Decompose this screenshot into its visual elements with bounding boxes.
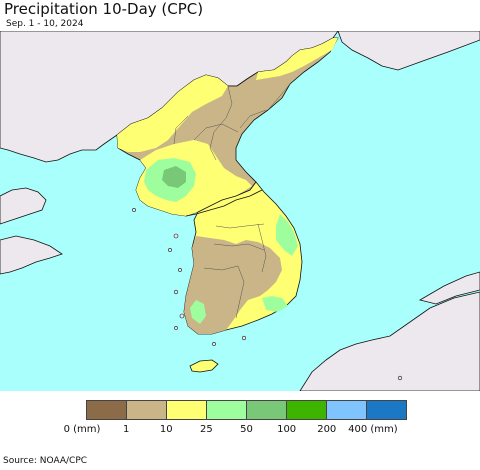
- legend-tick-7: 400 (mm): [348, 424, 398, 435]
- legend-tick-3: 25: [200, 424, 213, 435]
- legend-tick-labels: 0 (mm) 1 10 25 50 100 200 400 (mm): [0, 424, 480, 438]
- sk-green-south: [262, 296, 288, 312]
- dmz-border: [185, 189, 263, 217]
- legend-swatch-5: [287, 401, 327, 419]
- map-title: Precipitation 10-Day (CPC): [4, 0, 204, 18]
- legend-swatch-3: [207, 401, 247, 419]
- jeju-island: [189, 359, 219, 373]
- legend-tick-1: 1: [122, 424, 130, 435]
- legend-tick-6: 200: [317, 424, 337, 435]
- legend-swatch-4: [247, 401, 287, 419]
- nk-yellow-north: [256, 38, 338, 80]
- sk-tan-south: [184, 236, 282, 334]
- japan-kyushu: [299, 291, 480, 391]
- shandong-peninsula: [0, 235, 63, 275]
- nk-green-dark: [162, 166, 186, 188]
- province-borders: [173, 83, 291, 319]
- sk-green-southwest: [190, 300, 206, 324]
- legend-swatch-6: [327, 401, 367, 419]
- legend-tick-5: 100: [277, 424, 297, 435]
- legend-swatch-0: [87, 401, 127, 419]
- china-coast-west: [0, 187, 47, 225]
- islands: [132, 208, 403, 381]
- sk-green-east: [276, 214, 298, 256]
- japan-honshu-tip: [418, 271, 480, 305]
- legend-swatch-2: [167, 401, 207, 419]
- legend-tick-0: 0 (mm): [63, 424, 101, 435]
- legend-tick-2: 10: [159, 424, 173, 435]
- nk-yellow-west: [117, 75, 228, 152]
- legend-tick-4: 50: [240, 424, 253, 435]
- map-date-range: Sep. 1 - 10, 2024: [6, 19, 84, 29]
- russia-land: [337, 31, 480, 71]
- precipitation-map: [0, 31, 480, 391]
- precipitation-legend: [86, 400, 407, 420]
- legend-swatch-1: [127, 401, 167, 419]
- source-credit: Source: NOAA/CPC: [3, 456, 88, 466]
- legend-swatch-7: [367, 401, 406, 419]
